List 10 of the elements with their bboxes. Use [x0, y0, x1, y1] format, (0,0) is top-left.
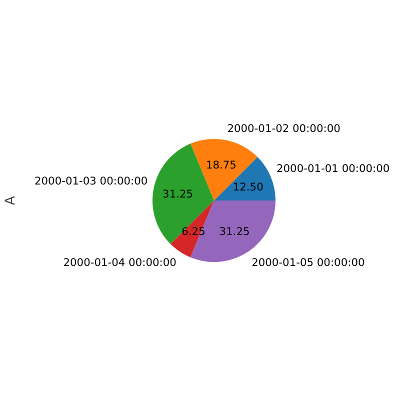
- slice-label: 2000-01-04 00:00:00: [63, 256, 177, 270]
- data-label: 18.75: [206, 158, 236, 172]
- slice-label: 2000-01-03 00:00:00: [34, 174, 148, 188]
- slice-label: 2000-01-05 00:00:00: [252, 256, 365, 270]
- data-label: 31.25: [162, 187, 194, 200]
- data-label: 12.50: [232, 180, 264, 194]
- slice-label: 2000-01-02 00:00:00: [227, 122, 341, 135]
- data-label: 31.25: [219, 224, 250, 238]
- text: A: [4, 196, 18, 206]
- slice-label: 2000-01-01 00:00:00: [276, 162, 390, 175]
